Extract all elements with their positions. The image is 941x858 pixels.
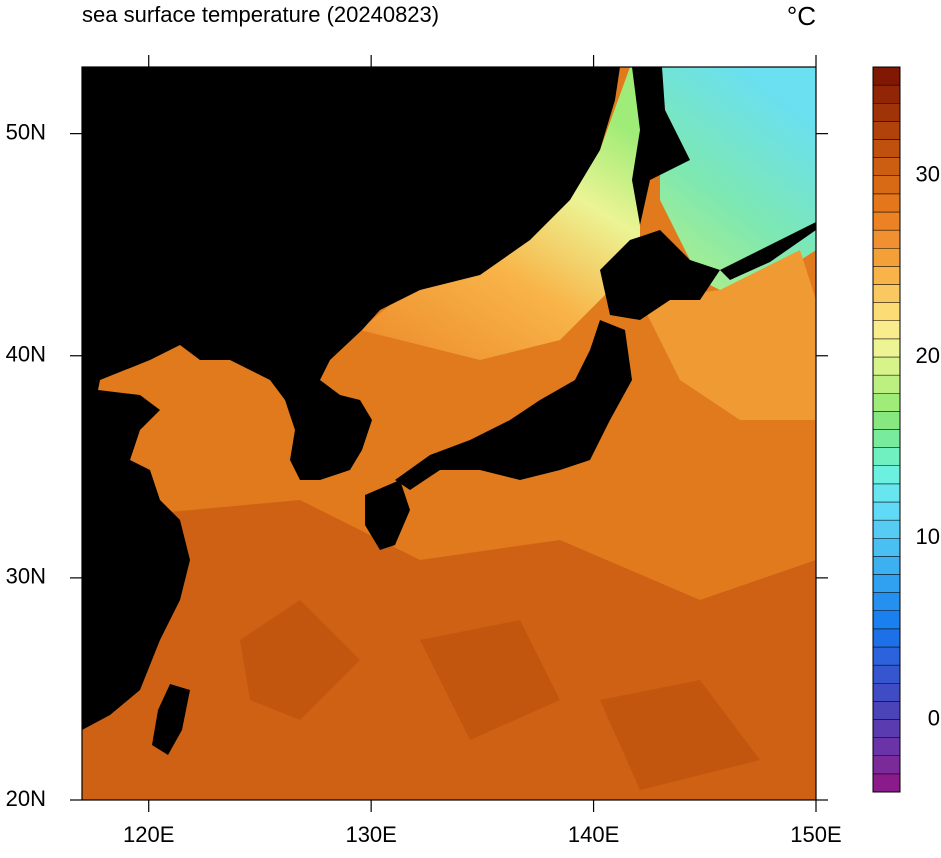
colorbar-segment [872,302,901,321]
colorbar-segment [872,103,901,122]
colorbar-tick-label: 20 [916,343,940,368]
colorbar-segment [872,683,901,702]
colorbar-frame [872,66,901,793]
map-frame [81,66,817,801]
colorbar-segment [872,374,901,394]
colorbar-segment [872,229,901,249]
colorbar-tick-label: 30 [916,162,940,187]
colorbar-segment [872,574,901,593]
x-tick-label: 130E [345,822,396,847]
unit: °C [787,1,816,31]
y-tick-label: 20N [6,786,46,811]
x-tick-label: 150E [790,822,841,847]
colorbar-segment [872,248,901,267]
colorbar-segment [872,139,901,158]
colorbar-segment [872,393,901,412]
land [720,222,816,280]
land [152,684,190,755]
colorbar-segment [872,175,901,195]
y-tick-label: 40N [6,342,46,367]
colorbar-segment [872,519,901,539]
colorbar-segment [872,157,901,176]
colorbar-segment [872,719,901,738]
colorbar-segment [872,501,901,521]
colorbar-segment [872,465,901,485]
colorbar-segment [872,628,901,648]
colorbar-segment [872,610,901,630]
colorbar-segment [872,193,901,213]
colorbar-segment [872,429,901,448]
map [82,67,816,800]
colorbar-segment [872,66,901,86]
colorbar-segment [872,356,901,376]
colorbar-segment [872,773,901,793]
colorbar-segment [872,483,901,503]
colorbar-segment [872,320,901,340]
colorbar-segment [872,755,901,775]
colorbar-segment [872,84,901,104]
colorbar-tick-label: 0 [928,705,940,730]
colorbar-segment [872,646,901,666]
colorbar-segment [872,592,901,611]
colorbar-segment [872,664,901,684]
colorbar-segment [872,121,901,140]
colorbar-segment [872,284,901,303]
y-tick-label: 50N [6,119,46,144]
colorbar-tick-label: 10 [916,524,940,549]
y-tick-label: 30N [6,564,46,589]
colorbar-segment [872,338,901,358]
x-tick-label: 140E [568,822,619,847]
warm-patch [240,600,760,790]
title: sea surface temperature (20240823) [82,2,439,27]
land [82,67,620,730]
colorbar-segment [872,211,901,231]
colorbar-segment [872,701,901,720]
colorbar-segment [872,447,901,466]
land [600,230,720,320]
land [632,67,690,225]
colorbar-segment [872,737,901,756]
land [365,480,410,550]
land [395,320,632,490]
x-tick-label: 120E [123,822,174,847]
oyashio-front [640,250,816,420]
colorbar-segment [872,266,901,285]
colorbar-segment [872,411,901,430]
colorbar-segment [872,538,901,557]
colorbar-segment [872,556,901,575]
